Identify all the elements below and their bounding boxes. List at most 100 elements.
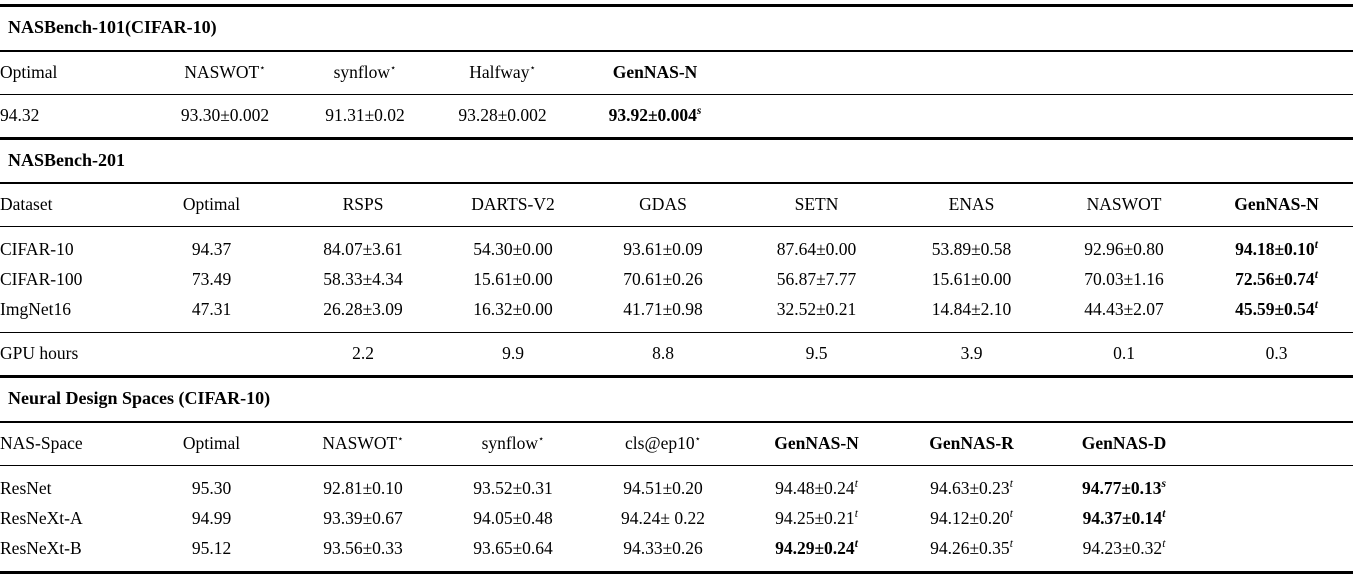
column-header-optimal: Optimal bbox=[0, 51, 150, 95]
table-row: 94.32 93.30±0.002 91.31±0.02 93.28±0.002… bbox=[0, 94, 1353, 137]
section-title-nasbench201: NASBench-201 bbox=[8, 149, 126, 170]
column-header-dataset: Dataset bbox=[0, 184, 135, 228]
cell: 93.28±0.002 bbox=[458, 104, 547, 125]
spacer-header bbox=[1200, 422, 1353, 466]
bottom-rule bbox=[0, 570, 1353, 574]
cell: 94.26±0.35t bbox=[930, 537, 1013, 558]
row-label: ResNeXt-B bbox=[0, 537, 82, 558]
row-label: ResNet bbox=[0, 477, 52, 498]
cell: 70.03±1.16 bbox=[1084, 269, 1164, 290]
cell: 2.2 bbox=[288, 332, 438, 376]
cell-optimal: 94.32 bbox=[0, 104, 40, 125]
table-row-imgnet16: ImgNet16 47.31 26.28±3.09 16.32±0.00 41.… bbox=[0, 295, 1353, 333]
table-row-cifar10: CIFAR-10 94.37 84.07±3.61 54.30±0.00 93.… bbox=[0, 227, 1353, 265]
cell-best: 94.18±0.10t bbox=[1235, 239, 1318, 260]
cell: 94.23±0.32t bbox=[1082, 537, 1166, 558]
row-label: CIFAR-100 bbox=[0, 269, 83, 290]
neural-design-spaces-grid: NAS-Space Optimal NASWOT⋆ synflow⋆ cls@e… bbox=[0, 422, 1353, 571]
cell: 95.12 bbox=[191, 537, 232, 558]
cell: 94.48±0.24t bbox=[775, 477, 858, 498]
cell: 0.3 bbox=[1200, 332, 1353, 376]
cell: 44.43±2.07 bbox=[1084, 299, 1164, 320]
column-header-halfway: Halfway⋆ bbox=[430, 51, 575, 95]
cell: 56.87±7.77 bbox=[776, 269, 857, 290]
cell-best: 45.59±0.54t bbox=[1235, 299, 1318, 320]
table-row-gpu-hours: GPU hours 2.2 9.9 8.8 9.5 3.9 0.1 0.3 bbox=[0, 332, 1353, 376]
cell: 94.12±0.20t bbox=[930, 507, 1013, 528]
cell: 94.99 bbox=[191, 507, 232, 528]
cell: 93.65±0.64 bbox=[473, 537, 553, 558]
cell: 54.30±0.00 bbox=[473, 239, 553, 260]
cell: 93.39±0.67 bbox=[323, 507, 403, 528]
column-header-gennas-n: GenNAS-N bbox=[575, 51, 735, 95]
nasbench201-grid: Dataset Optimal RSPS DARTS-V2 GDAS SETN … bbox=[0, 184, 1353, 376]
table-row-resnet: ResNet 95.30 92.81±0.10 93.52±0.31 94.51… bbox=[0, 465, 1353, 503]
cell: 94.63±0.23t bbox=[930, 477, 1013, 498]
cell: 9.9 bbox=[438, 332, 588, 376]
header-row: NAS-Space Optimal NASWOT⋆ synflow⋆ cls@e… bbox=[0, 422, 1353, 466]
cell: 58.33±4.34 bbox=[323, 269, 403, 290]
cell-best: 94.37±0.14t bbox=[1082, 507, 1166, 528]
column-header-enas: ENAS bbox=[895, 184, 1048, 228]
spacer-cell bbox=[735, 94, 1353, 137]
cell: 32.52±0.21 bbox=[776, 299, 857, 320]
cell: 94.25±0.21t bbox=[775, 507, 858, 528]
cell: 14.84±2.10 bbox=[931, 299, 1012, 320]
column-header-naswot: NASWOT bbox=[1048, 184, 1200, 228]
nasbench101-grid: Optimal NASWOT⋆ synflow⋆ Halfway⋆ GenNAS… bbox=[0, 51, 1353, 137]
column-header-cls-ep10: cls@ep10⋆ bbox=[588, 422, 738, 466]
cell-best: 94.77±0.13s bbox=[1081, 477, 1167, 498]
column-header-darts-v2: DARTS-V2 bbox=[438, 184, 588, 228]
cell: 94.05±0.48 bbox=[473, 507, 553, 528]
column-header-naswot: NASWOT⋆ bbox=[150, 51, 300, 95]
column-header-nas-space: NAS-Space bbox=[0, 422, 135, 466]
table-row-resnext-b: ResNeXt-B 95.12 93.56±0.33 93.65±0.64 94… bbox=[0, 533, 1353, 571]
column-header-gennas-n: GenNAS-N bbox=[1200, 184, 1353, 228]
cell: 95.30 bbox=[191, 477, 232, 498]
header-row: Dataset Optimal RSPS DARTS-V2 GDAS SETN … bbox=[0, 184, 1353, 228]
cell: 70.61±0.26 bbox=[623, 269, 703, 290]
column-header-naswot: NASWOT⋆ bbox=[288, 422, 438, 466]
column-header-rsps: RSPS bbox=[288, 184, 438, 228]
column-header-synflow: synflow⋆ bbox=[438, 422, 588, 466]
spacer-cell bbox=[1200, 465, 1353, 503]
column-header-setn: SETN bbox=[738, 184, 895, 228]
row-label: GPU hours bbox=[0, 332, 135, 376]
cell: 93.56±0.33 bbox=[323, 537, 403, 558]
cell bbox=[135, 332, 288, 376]
column-header-gennas-r: GenNAS-R bbox=[895, 422, 1048, 466]
spacer-cell bbox=[1200, 503, 1353, 533]
cell: 87.64±0.00 bbox=[776, 239, 857, 260]
cell: 73.49 bbox=[191, 269, 232, 290]
row-label: ImgNet16 bbox=[0, 299, 71, 320]
cell: 26.28±3.09 bbox=[323, 299, 403, 320]
column-header-optimal: Optimal bbox=[135, 184, 288, 228]
cell: 15.61±0.00 bbox=[931, 269, 1012, 290]
cell: 94.33±0.26 bbox=[623, 537, 703, 558]
cell-best: 72.56±0.74t bbox=[1235, 269, 1318, 290]
section-rule bbox=[0, 420, 1353, 423]
cell: 3.9 bbox=[895, 332, 1048, 376]
cell: 47.31 bbox=[191, 299, 232, 320]
cell: 41.71±0.98 bbox=[623, 299, 703, 320]
header-row: Optimal NASWOT⋆ synflow⋆ Halfway⋆ GenNAS… bbox=[0, 51, 1353, 95]
spacer-cell bbox=[1200, 533, 1353, 571]
cell: 94.37 bbox=[191, 239, 232, 260]
cell: 93.30±0.002 bbox=[180, 104, 270, 125]
section-title-nasbench101: NASBench-101(CIFAR-10) bbox=[8, 17, 217, 37]
cell: 94.51±0.20 bbox=[623, 477, 703, 498]
row-label: ResNeXt-A bbox=[0, 507, 83, 528]
section-rule bbox=[0, 49, 1353, 52]
top-rule bbox=[0, 4, 1353, 7]
cell: 92.81±0.10 bbox=[323, 477, 403, 498]
column-header-synflow: synflow⋆ bbox=[300, 51, 430, 95]
column-header-gdas: GDAS bbox=[588, 184, 738, 228]
column-header-optimal: Optimal bbox=[135, 422, 288, 466]
cell: 93.52±0.31 bbox=[473, 477, 553, 498]
cell: 8.8 bbox=[588, 332, 738, 376]
cell: 0.1 bbox=[1048, 332, 1200, 376]
section-separator-rule bbox=[0, 375, 1353, 379]
table-row-resnext-a: ResNeXt-A 94.99 93.39±0.67 94.05±0.48 94… bbox=[0, 503, 1353, 533]
cell-best: 94.29±0.24t bbox=[775, 537, 858, 558]
